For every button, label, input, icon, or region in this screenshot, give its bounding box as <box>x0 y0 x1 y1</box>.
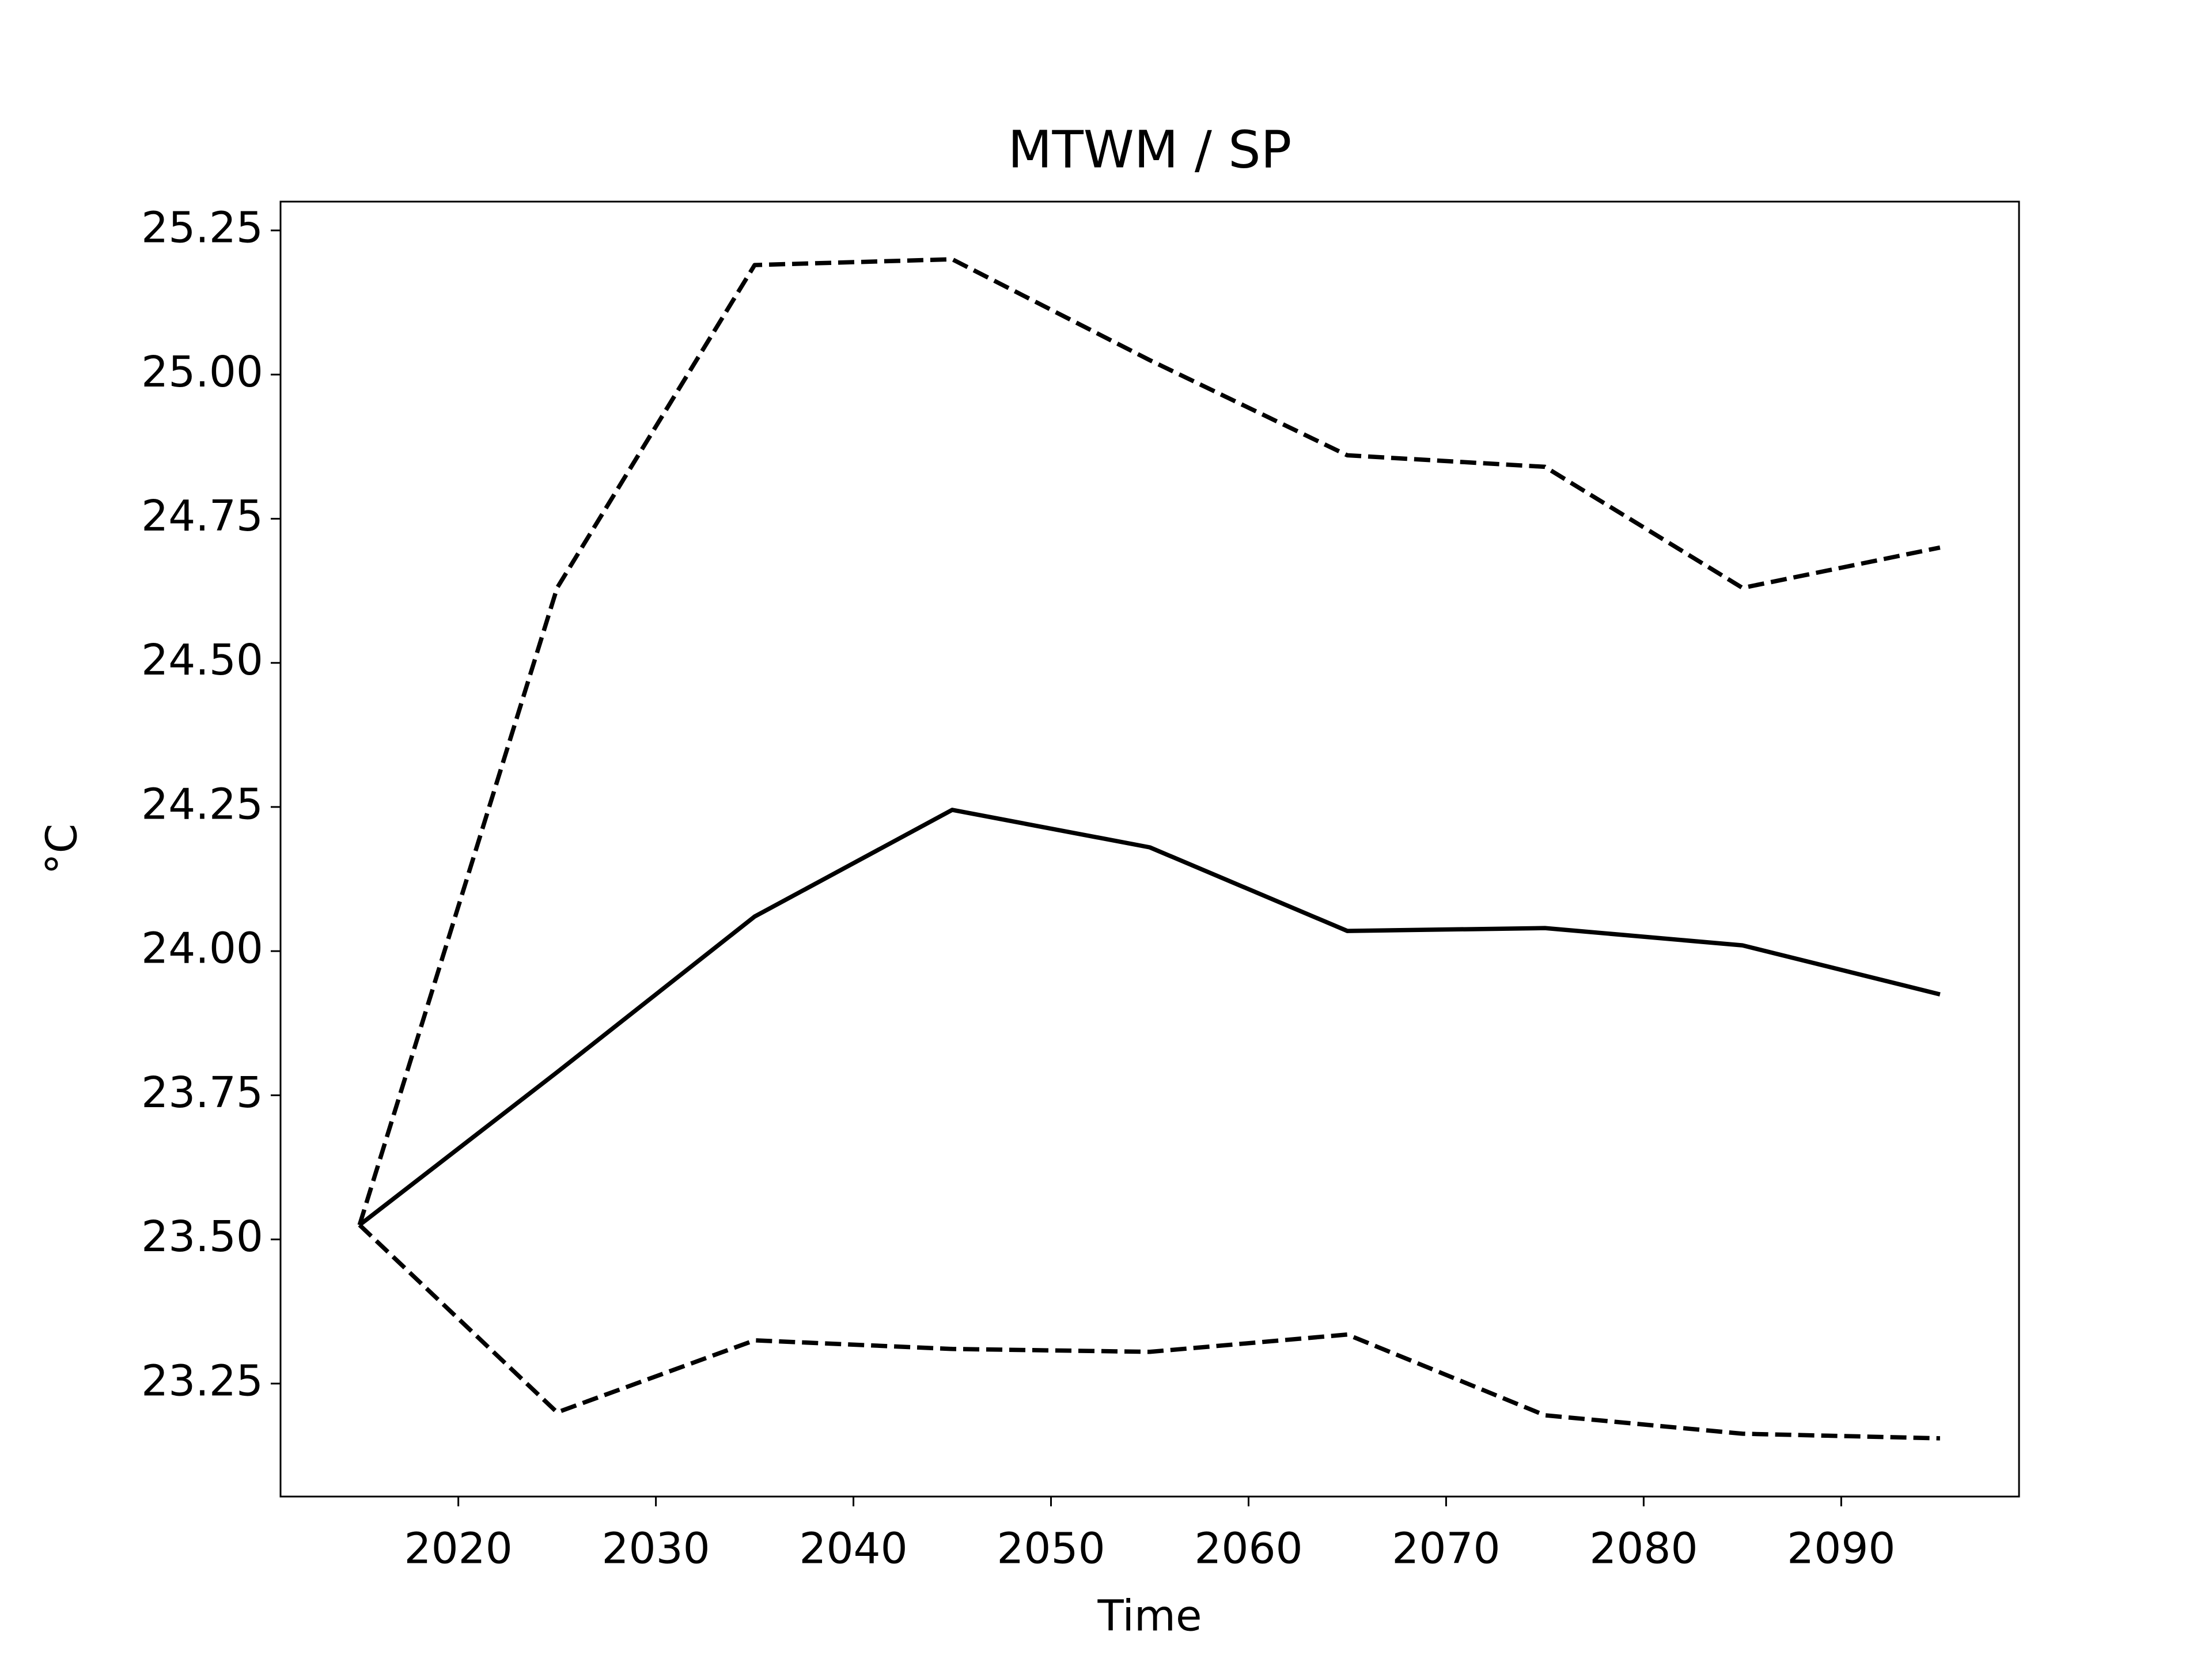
y-tick-label: 23.50 <box>141 1212 263 1262</box>
plot-frame <box>279 200 2020 1498</box>
x-tick-label: 2040 <box>799 1524 907 1574</box>
y-tick-label: 24.75 <box>141 491 263 541</box>
x-tick-label: 2080 <box>1589 1524 1698 1574</box>
y-tick-label: 24.00 <box>141 924 263 974</box>
x-tick-label: 2070 <box>1392 1524 1500 1574</box>
series-line <box>357 257 1941 1226</box>
x-tick-label: 2020 <box>404 1524 512 1574</box>
x-axis-label: Time <box>1097 1592 1202 1641</box>
y-axis-label: °C <box>37 824 87 875</box>
x-tick-label: 2060 <box>1194 1524 1302 1574</box>
chart-title: MTWM / SP <box>1008 119 1292 179</box>
y-tick-label: 25.25 <box>141 203 263 253</box>
x-tick-label: 2090 <box>1787 1524 1895 1574</box>
series-line <box>358 1223 1940 1441</box>
y-tick-label: 24.50 <box>141 635 263 685</box>
series-line <box>358 808 1941 1227</box>
y-tick-label: 25.00 <box>141 347 263 397</box>
y-tick-label: 24.25 <box>141 779 263 829</box>
x-tick-label: 2030 <box>601 1524 710 1574</box>
y-tick-label: 23.75 <box>141 1068 263 1118</box>
y-tick-label: 23.25 <box>141 1356 263 1406</box>
x-tick-label: 2050 <box>997 1524 1105 1574</box>
